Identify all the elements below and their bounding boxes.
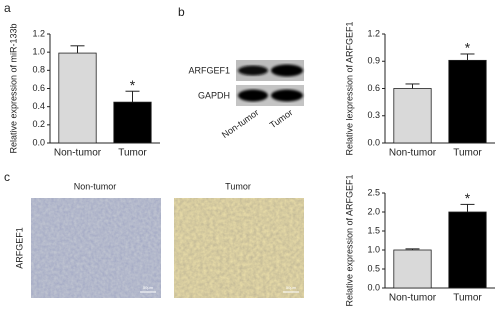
bar (448, 211, 487, 289)
y-tick-label: 0.0 (367, 282, 380, 292)
x-tick-label: Tumor (118, 148, 147, 159)
blot-row-label: ARFGEF1 (188, 65, 230, 75)
bar (448, 59, 487, 144)
y-tick-label: 1.2 (32, 28, 45, 38)
panel-label: b (178, 5, 185, 19)
y-tick-label: 0.9 (367, 56, 380, 66)
bar (58, 52, 97, 144)
x-tick-label: Tumor (453, 148, 482, 159)
significance-marker: * (465, 40, 471, 56)
y-tick-label: 0.0 (32, 137, 45, 147)
y-tick-label: 1.0 (32, 47, 45, 57)
y-tick-label: 0.5 (367, 263, 380, 273)
y-tick-label: 2.0 (367, 206, 380, 216)
significance-marker: * (130, 77, 136, 93)
x-tick-label: Non-tumor (389, 148, 437, 159)
ihc-column-label: Non-tumor (74, 181, 117, 191)
y-axis-label: Relative expression of ARFGEF1 (344, 174, 354, 306)
panel-label: c (4, 170, 10, 184)
y-tick-label: 0.3 (367, 110, 380, 120)
y-tick-label: 1.5 (367, 225, 380, 235)
y-axis-label: Relative expression of miR-133b (8, 23, 18, 153)
bar (393, 249, 432, 289)
blot-lane-label: Tumor (268, 107, 295, 130)
y-tick-label: 1.2 (367, 28, 380, 38)
x-tick-label: Non-tumor (389, 293, 437, 304)
scale-bar-label: 50μm (286, 285, 297, 290)
y-tick-label: 0.2 (32, 119, 45, 129)
y-tick-label: 0.6 (32, 83, 45, 93)
x-tick-label: Tumor (453, 293, 482, 304)
y-tick-label: 0.0 (367, 137, 380, 147)
y-axis-label: Relative lexpression of ARFGEF1 (344, 21, 354, 155)
blot-row-label: GAPDH (198, 90, 230, 100)
y-tick-label: 0.8 (32, 65, 45, 75)
panel-label: a (4, 1, 11, 15)
blot-lane-label: Non-tumor (220, 107, 261, 140)
y-tick-label: 0.6 (367, 83, 380, 93)
ihc-images: Non-tumor Tumor ARFGEF1 50μm 50μm (14, 181, 304, 298)
western-blot: ARFGEF1 GAPDH Non-tumor Tumor (188, 60, 304, 140)
y-tick-label: 0.4 (32, 101, 45, 111)
scale-bar-label: 50μm (143, 285, 154, 290)
x-tick-label: Non-tumor (54, 148, 102, 159)
y-tick-label: 2.5 (367, 187, 380, 197)
bar (113, 101, 152, 144)
significance-marker: * (465, 190, 471, 206)
ihc-row-label: ARFGEF1 (14, 227, 24, 269)
y-tick-label: 1.0 (367, 244, 380, 254)
bar (393, 88, 432, 144)
ihc-column-label: Tumor (225, 181, 251, 191)
